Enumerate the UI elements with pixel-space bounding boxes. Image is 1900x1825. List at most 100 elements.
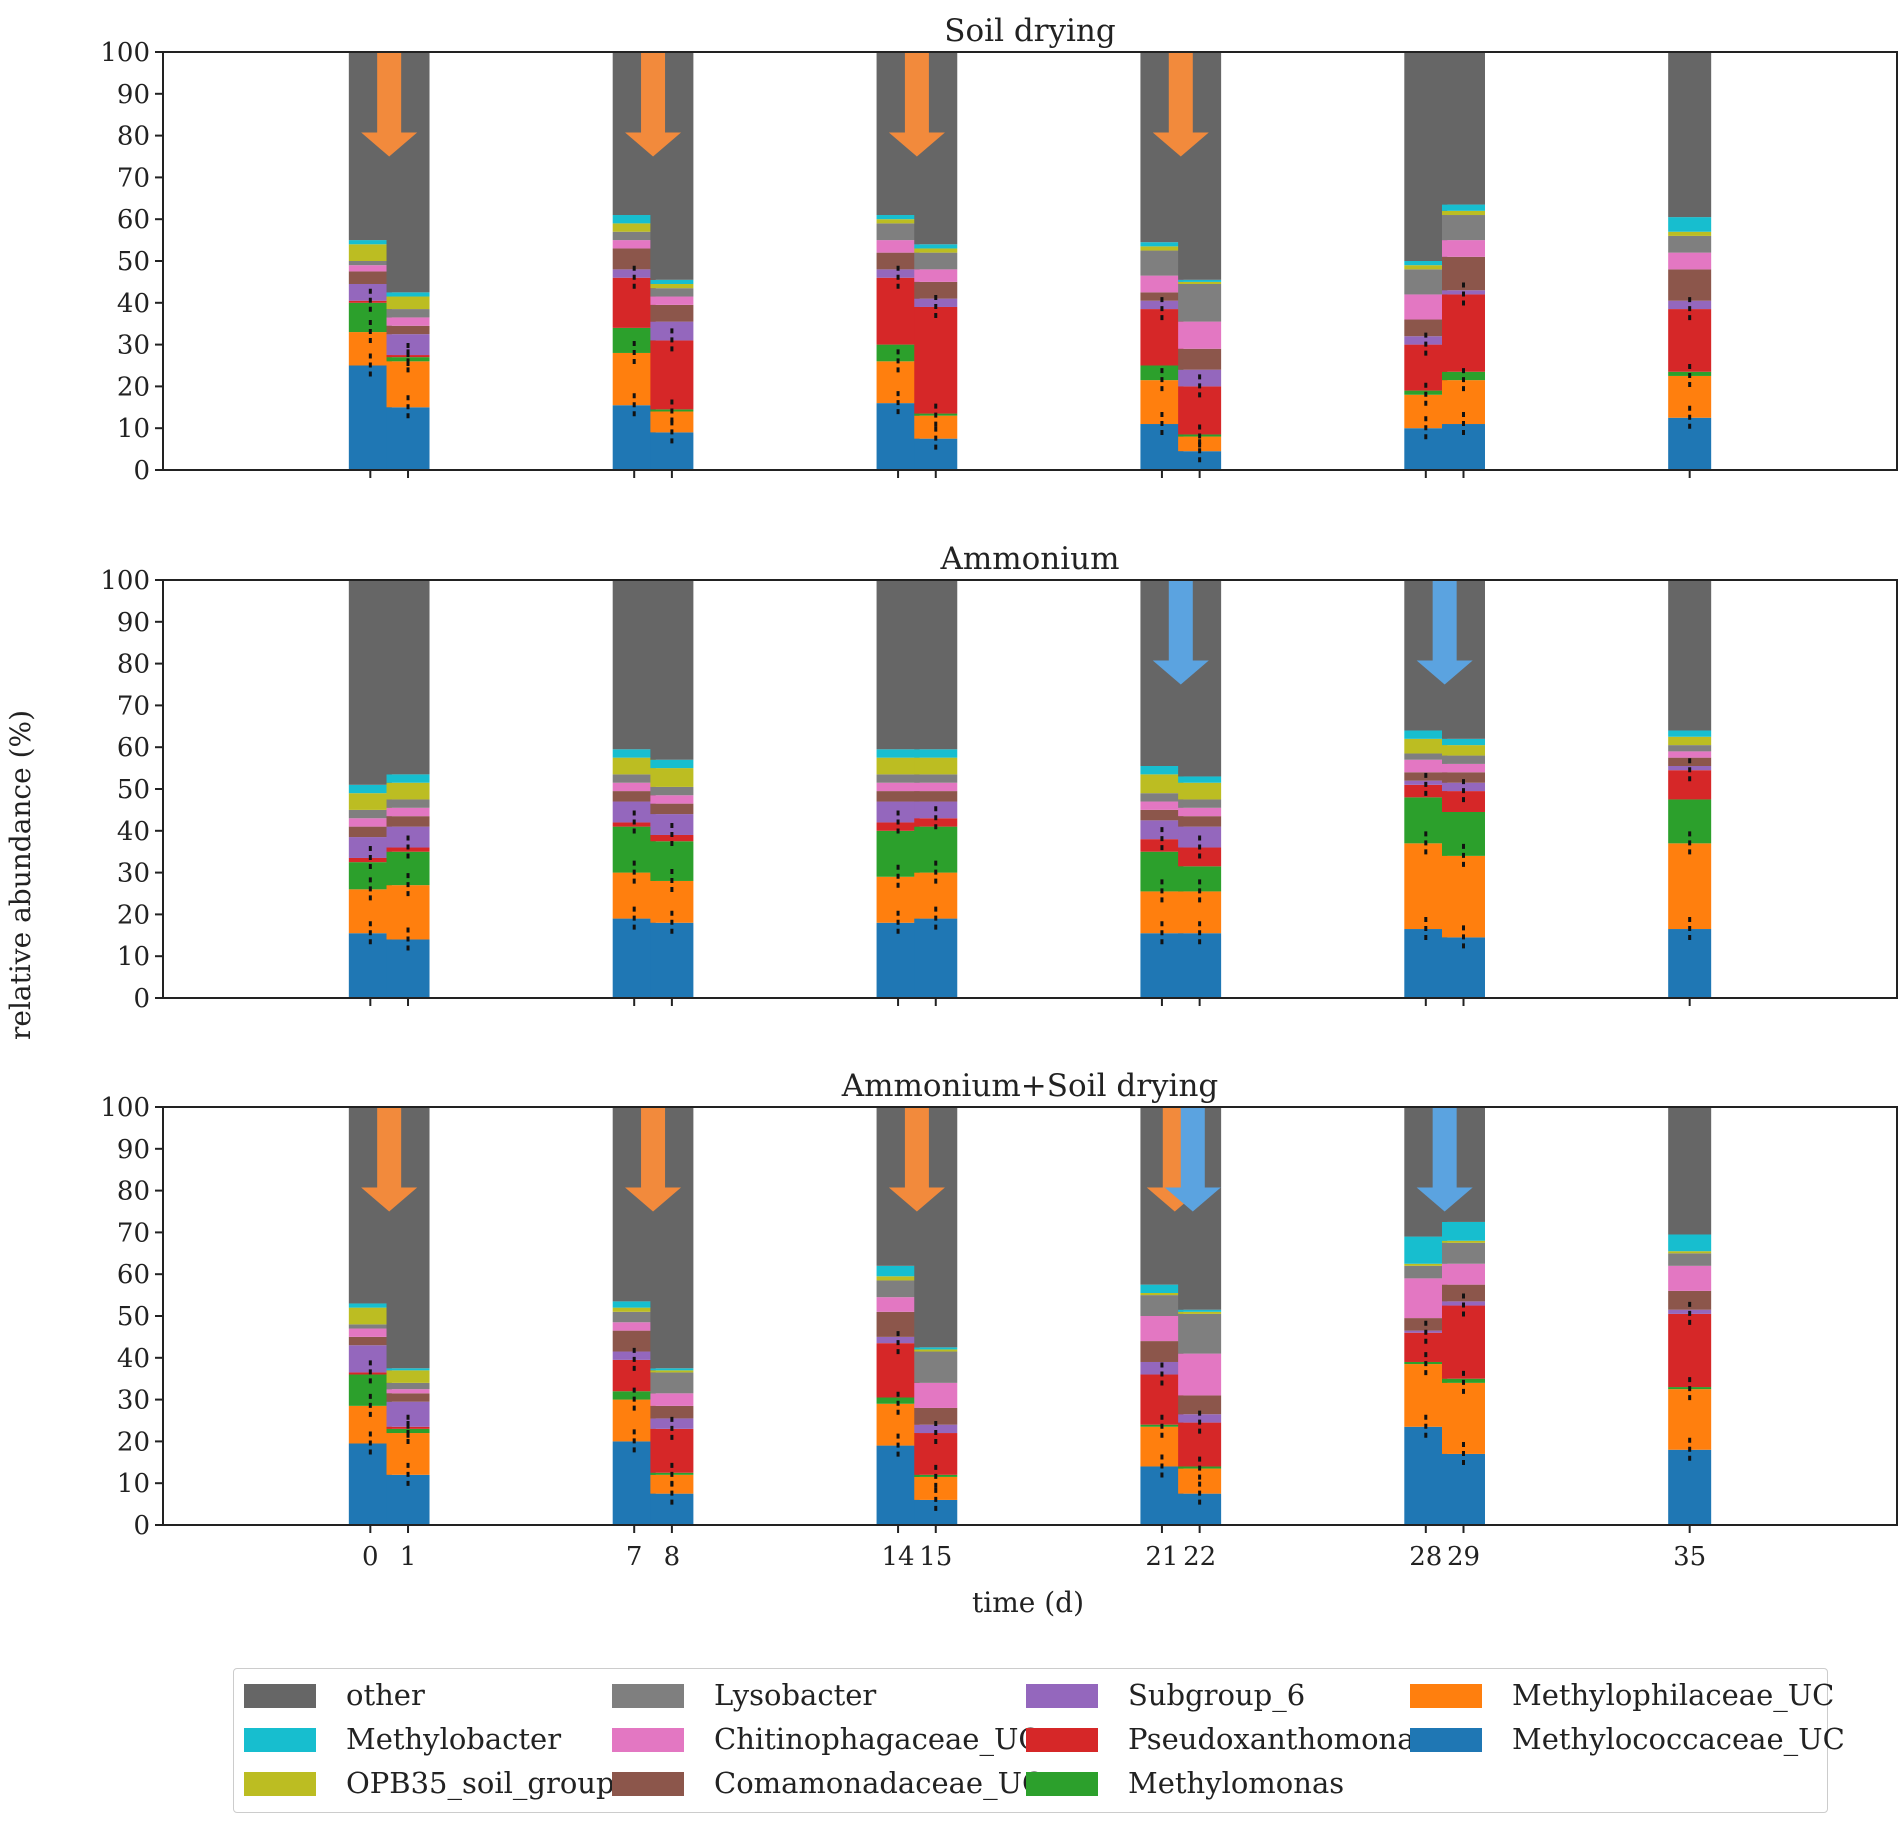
- drying-arrow: [1152, 52, 1209, 157]
- bar-segment-methylomonas: [612, 826, 656, 873]
- bar-segment-lysobacter: [1404, 1265, 1448, 1279]
- bar-segment-methylococcaceae_uc: [876, 922, 920, 998]
- panel-title: Soil drying: [944, 13, 1115, 49]
- y-tick-label: 70: [117, 163, 150, 193]
- drying-arrow: [888, 1107, 945, 1212]
- bar-segment-chitinophagaceae_uc: [1668, 252, 1712, 270]
- bar-segment-methylobacter: [1668, 1234, 1712, 1252]
- bar-segment-methylococcaceae_uc: [1404, 1426, 1448, 1525]
- bar-segment-methylomonas: [1178, 866, 1222, 892]
- bar-segment-lysobacter: [1668, 235, 1712, 253]
- legend-label: Methylococcaceae_UC: [1512, 1722, 1845, 1756]
- y-tick-label: 60: [117, 205, 150, 235]
- bar-segment-methylobacter: [1442, 1221, 1485, 1241]
- bar-segment-lysobacter: [1178, 283, 1222, 322]
- bar-segment-lysobacter: [914, 1351, 958, 1383]
- bar-segment-methylomonas: [650, 841, 694, 881]
- bar-segment-methylococcaceae_uc: [914, 918, 958, 998]
- legend-label: Lysobacter: [714, 1678, 877, 1712]
- y-tick-label: 50: [117, 1302, 150, 1332]
- bar-segment-lysobacter: [1668, 1253, 1712, 1266]
- bar-segment-chitinophagaceae_uc: [650, 795, 694, 804]
- bar-segment-pseudoxanthomonas: [650, 340, 694, 410]
- bar-segment-chitinophagaceae_uc: [1404, 294, 1448, 320]
- bar-segment-comamonadaceae_uc: [612, 1330, 656, 1352]
- legend-swatch: [1026, 1772, 1098, 1796]
- bar-segment-methylobacter: [1668, 730, 1712, 737]
- bar-segment-other: [1442, 52, 1485, 205]
- y-tick-label: 0: [133, 984, 150, 1014]
- y-tick-label: 60: [117, 733, 150, 763]
- bar-segment-methylococcaceae_uc: [650, 1493, 694, 1525]
- bar-segment-opb35_soil_group: [650, 283, 694, 289]
- x-tick-label: 8: [664, 1542, 681, 1572]
- legend-label: Pseudoxanthomonas: [1128, 1722, 1430, 1756]
- bar-segment-chitinophagaceae_uc: [348, 1328, 392, 1337]
- bar-segment-methylobacter: [1178, 776, 1222, 783]
- bar-segment-opb35_soil_group: [612, 1307, 656, 1312]
- bar-segment-comamonadaceae_uc: [348, 826, 392, 838]
- bar-segment-methylococcaceae_uc: [1668, 1449, 1712, 1525]
- bar-segment-chitinophagaceae_uc: [1140, 1316, 1184, 1342]
- bar-segment-pseudoxanthomonas: [914, 306, 958, 414]
- bar-segment-lysobacter: [650, 288, 694, 297]
- y-tick-label: 20: [117, 1427, 150, 1457]
- bar-segment-chitinophagaceae_uc: [1442, 763, 1485, 773]
- bar-segment-methylobacter: [914, 1347, 958, 1350]
- bar-segment-opb35_soil_group: [876, 219, 920, 224]
- bar-segment-opb35_soil_group: [386, 782, 430, 800]
- bar-segment-methylococcaceae_uc: [914, 438, 958, 470]
- x-tick-label: 28: [1409, 1542, 1442, 1572]
- bar-segment-other: [1668, 580, 1712, 731]
- x-tick-label: 0: [362, 1542, 379, 1572]
- bar-segment-methylomonas: [876, 1397, 920, 1404]
- bar-segment-methylococcaceae_uc: [612, 1441, 656, 1525]
- x-tick-label: 15: [919, 1542, 952, 1572]
- bar-segment-lysobacter: [386, 309, 430, 318]
- bar-segment-subgroup_6: [914, 298, 958, 307]
- legend-swatch: [612, 1772, 684, 1796]
- bar-segment-methylobacter: [1140, 766, 1184, 775]
- bar-segment-lysobacter: [612, 774, 656, 783]
- bar-segment-chitinophagaceae_uc: [914, 269, 958, 282]
- bar-segment-methylobacter: [1140, 242, 1184, 247]
- x-tick-label: 7: [626, 1542, 643, 1572]
- bar-segment-opb35_soil_group: [1178, 782, 1222, 800]
- panel-title: Ammonium: [939, 541, 1119, 577]
- bar-segment-opb35_soil_group: [914, 1349, 958, 1352]
- x-tick-label: 14: [882, 1542, 915, 1572]
- bar-segment-comamonadaceae_uc: [1668, 269, 1712, 301]
- legend-swatch: [244, 1684, 316, 1708]
- bar-segment-chitinophagaceae_uc: [914, 1382, 958, 1408]
- bar-segment-methylomonas: [1140, 851, 1184, 892]
- y-tick-label: 90: [117, 608, 150, 638]
- bar-segment-chitinophagaceae_uc: [348, 265, 392, 272]
- bar-segment-pseudoxanthomonas: [1668, 1313, 1712, 1388]
- bar-segment-comamonadaceae_uc: [1404, 319, 1448, 337]
- y-tick-label: 50: [117, 775, 150, 805]
- bar-segment-methylomonas: [1442, 371, 1485, 381]
- bar-segment-lysobacter: [876, 774, 920, 783]
- bar-segment-methylobacter: [876, 215, 920, 220]
- bar-segment-chitinophagaceae_uc: [386, 317, 430, 326]
- bar-segment-chitinophagaceae_uc: [612, 240, 656, 249]
- bar-segment-methylophilaceae_uc: [1140, 1426, 1184, 1467]
- bar-segment-other: [876, 580, 920, 750]
- bar-segment-comamonadaceae_uc: [1140, 292, 1184, 301]
- bar-segment-methylobacter: [1404, 730, 1448, 739]
- bar-segment-chitinophagaceae_uc: [1140, 801, 1184, 810]
- bar-segment-methylococcaceae_uc: [1178, 1493, 1222, 1525]
- bar-segment-methylobacter: [650, 279, 694, 284]
- bar-segment-lysobacter: [386, 1382, 430, 1390]
- drying-arrow: [625, 52, 682, 157]
- bar-segment-chitinophagaceae_uc: [1404, 759, 1448, 773]
- bar-segment-comamonadaceae_uc: [650, 803, 694, 815]
- bar-segment-comamonadaceae_uc: [348, 1336, 392, 1346]
- x-axis-label: time (d): [972, 1586, 1084, 1619]
- bar-segment-methylophilaceae_uc: [1404, 843, 1448, 930]
- bar-segment-opb35_soil_group: [612, 757, 656, 775]
- ammonium-arrow: [1416, 580, 1473, 685]
- bar-segment-lysobacter: [348, 1324, 392, 1329]
- bar-segment-comamonadaceae_uc: [914, 281, 958, 299]
- bar-segment-methylobacter: [1178, 1309, 1222, 1312]
